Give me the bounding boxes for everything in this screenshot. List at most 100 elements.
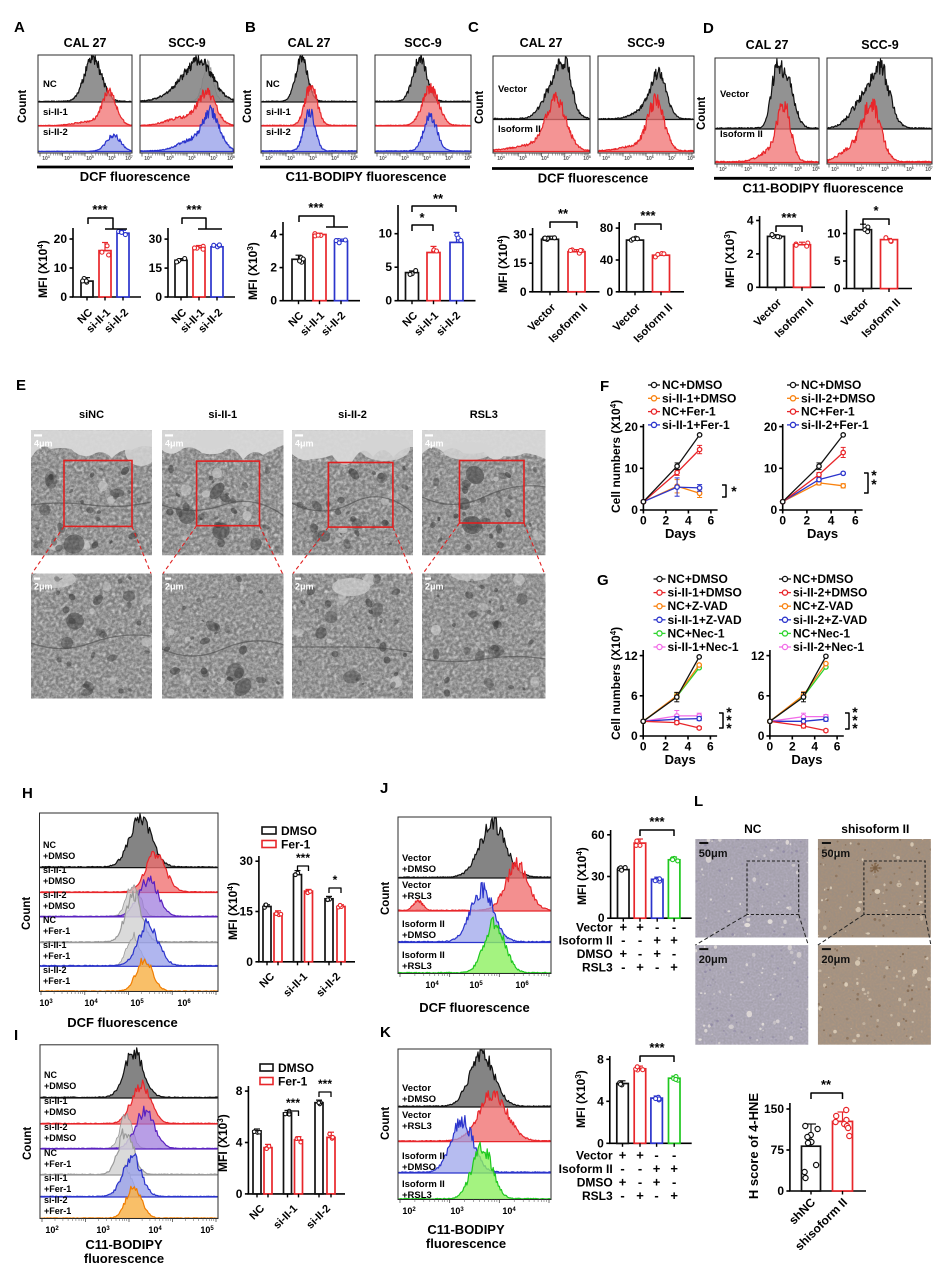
svg-text:+: +: [636, 960, 644, 975]
svg-text:104: 104: [856, 166, 864, 173]
svg-text:4: 4: [811, 740, 818, 754]
svg-text:8: 8: [597, 1052, 604, 1066]
svg-text:-: -: [654, 1188, 658, 1203]
svg-text:MFI (X103): MFI (X103): [246, 242, 260, 300]
svg-text:Isoform II: Isoform II: [559, 934, 613, 948]
svg-text:J: J: [380, 780, 388, 797]
svg-text:SCC-9: SCC-9: [861, 38, 899, 52]
svg-text:si-II-2: si-II-2: [434, 310, 463, 339]
svg-text:C: C: [468, 19, 479, 36]
svg-text:30: 30: [240, 854, 254, 868]
svg-text:-: -: [638, 946, 642, 961]
svg-text:103: 103: [96, 1225, 110, 1235]
svg-text:106: 106: [541, 155, 549, 162]
svg-text:102: 102: [379, 155, 387, 162]
svg-text:0: 0: [779, 514, 786, 528]
svg-text:4μm: 4μm: [295, 438, 314, 448]
svg-text:20: 20: [764, 420, 778, 434]
svg-text:2: 2: [662, 740, 669, 754]
svg-text:10: 10: [379, 227, 393, 241]
svg-text:NC: NC: [266, 79, 280, 90]
svg-text:+DMSO: +DMSO: [43, 851, 75, 861]
svg-text:75: 75: [771, 1143, 785, 1157]
svg-text:+DMSO: +DMSO: [43, 901, 75, 911]
svg-text:***: ***: [781, 210, 797, 225]
svg-text:NC+Z-VAD: NC+Z-VAD: [668, 599, 728, 613]
svg-text:+: +: [670, 933, 678, 948]
svg-text:si-II-2+Nec-1: si-II-2+Nec-1: [793, 640, 864, 654]
svg-text:103: 103: [39, 998, 53, 1008]
svg-text:10: 10: [827, 227, 841, 241]
svg-text:-: -: [672, 1175, 676, 1190]
svg-text:+: +: [620, 920, 628, 935]
svg-text:*: *: [726, 720, 732, 736]
svg-text:107: 107: [668, 155, 676, 162]
svg-text:**: **: [558, 206, 569, 221]
svg-text:NC: NC: [257, 971, 277, 991]
svg-text:CAL 27: CAL 27: [288, 36, 331, 50]
svg-text:MFI (X104): MFI (X104): [496, 235, 510, 293]
svg-text:si-II-1: si-II-1: [44, 1096, 68, 1106]
svg-text:105: 105: [445, 155, 453, 162]
svg-text:0: 0: [246, 955, 253, 969]
svg-text:0: 0: [236, 1187, 243, 1201]
svg-text:si-II-1+Z-VAD: si-II-1+Z-VAD: [668, 613, 742, 627]
svg-text:30: 30: [149, 232, 163, 246]
svg-text:+: +: [620, 946, 628, 961]
svg-text:**: **: [433, 191, 444, 206]
svg-text:Vector: Vector: [576, 1149, 613, 1163]
svg-text:108: 108: [583, 155, 591, 162]
svg-text:fluorescence: fluorescence: [84, 1251, 164, 1266]
svg-text:Cell numbers (X104): Cell numbers (X104): [609, 400, 623, 513]
svg-text:F: F: [600, 378, 609, 395]
svg-text:4μm: 4μm: [34, 438, 53, 448]
svg-text:Vector: Vector: [576, 921, 613, 935]
svg-text:NC+DMSO: NC+DMSO: [793, 572, 853, 586]
svg-text:***: ***: [649, 814, 665, 829]
svg-text:102: 102: [265, 155, 273, 162]
svg-text:+DMSO: +DMSO: [402, 864, 436, 875]
svg-text:+DMSO: +DMSO: [44, 1081, 76, 1091]
svg-text:10: 10: [54, 261, 68, 275]
svg-text:2μm: 2μm: [165, 582, 184, 592]
svg-text:0: 0: [607, 285, 614, 299]
svg-text:Count: Count: [380, 1107, 392, 1140]
svg-text:CAL 27: CAL 27: [64, 36, 107, 50]
svg-text:Count: Count: [17, 90, 29, 123]
svg-text:+DMSO: +DMSO: [44, 1133, 76, 1143]
svg-text:106: 106: [177, 998, 191, 1008]
svg-text:***: ***: [640, 208, 656, 223]
svg-text:NC+DMSO: NC+DMSO: [801, 378, 861, 392]
svg-text:104: 104: [423, 155, 431, 162]
svg-text:102: 102: [402, 1206, 416, 1216]
svg-text:+: +: [636, 920, 644, 935]
svg-text:Fer-1: Fer-1: [278, 1075, 308, 1089]
svg-text:15: 15: [240, 905, 254, 919]
svg-text:Fer-1: Fer-1: [281, 838, 311, 852]
svg-text:NC: NC: [43, 79, 57, 90]
svg-text:0: 0: [155, 290, 162, 304]
svg-text:4μm: 4μm: [165, 438, 184, 448]
svg-text:0: 0: [771, 503, 778, 517]
svg-text:0: 0: [640, 740, 647, 754]
svg-text:C11-BODIPY: C11-BODIPY: [85, 1237, 163, 1252]
svg-text:50μm: 50μm: [821, 848, 850, 860]
svg-text:Vector: Vector: [720, 89, 749, 100]
svg-text:si-II-2: si-II-2: [304, 1203, 333, 1232]
svg-text:NC+Fer-1: NC+Fer-1: [662, 405, 716, 419]
svg-text:4: 4: [236, 1136, 243, 1150]
svg-text:103: 103: [744, 166, 752, 173]
svg-text:Vector: Vector: [402, 1083, 431, 1094]
svg-text:MFI (X103): MFI (X103): [574, 1070, 588, 1128]
svg-text:105: 105: [469, 980, 483, 990]
svg-text:DMSO: DMSO: [577, 1176, 613, 1190]
svg-text:si-II-1: si-II-1: [43, 865, 67, 875]
svg-text:-: -: [638, 1175, 642, 1190]
svg-text:10: 10: [625, 462, 639, 476]
svg-text:Days: Days: [791, 752, 822, 767]
svg-text:Isoform II: Isoform II: [402, 1179, 445, 1190]
svg-text:+RSL3: +RSL3: [402, 961, 432, 972]
svg-text:***: ***: [186, 202, 202, 217]
svg-text:4: 4: [685, 514, 692, 528]
svg-text:SCC-9: SCC-9: [168, 36, 206, 50]
